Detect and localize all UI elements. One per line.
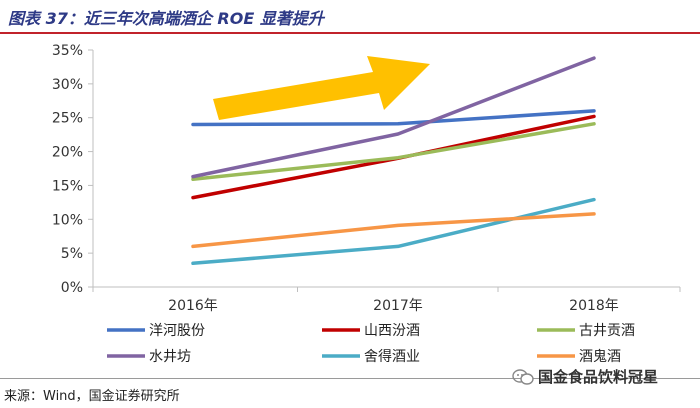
y-tick-label: 15% — [52, 178, 83, 194]
source-note: 来源：Wind，国金证券研究所 — [4, 389, 180, 404]
legend-label: 洋河股份 — [149, 323, 205, 339]
series-line — [191, 212, 596, 249]
x-tick-label: 2018年 — [569, 298, 619, 314]
y-tick-label: 25% — [52, 111, 83, 127]
watermark-text: 国金食品饮料冠星 — [538, 368, 659, 386]
watermark: 国金食品饮料冠星 — [512, 366, 658, 387]
series-line — [191, 109, 596, 127]
x-tick-label: 2017年 — [373, 298, 423, 314]
y-tick-label: 20% — [52, 145, 83, 161]
wechat-icon — [512, 368, 534, 385]
series-line — [191, 56, 596, 179]
series-lines — [191, 56, 596, 266]
y-tick-label: 0% — [61, 280, 83, 296]
y-axis: 0% 5% 10% 15% 20% 25% 30% 35% — [52, 43, 94, 296]
x-axis: 2016年 2017年 2018年 — [92, 286, 681, 314]
y-tick-label: 5% — [61, 246, 83, 262]
y-tick-label: 30% — [52, 77, 83, 93]
trend-arrow-shape — [213, 56, 430, 120]
y-tick-label: 10% — [52, 212, 83, 228]
x-tick-label: 2016年 — [168, 298, 218, 314]
legend-label: 酒鬼酒 — [579, 349, 621, 365]
line-chart: 0% 5% 10% 15% 20% 25% 30% 35% 2016年 2017年 2018年 洋… — [52, 43, 681, 365]
footer-divider — [0, 378, 700, 379]
legend-label: 舍得酒业 — [364, 348, 420, 365]
figure-title: 图表 37：近三年次高端酒企 ROE 显著提升 — [8, 9, 324, 28]
trend-arrow — [213, 56, 430, 120]
legend-label: 水井坊 — [149, 349, 191, 365]
series-line — [191, 197, 596, 266]
legend-label: 古井贡酒 — [579, 323, 635, 339]
y-tick-label: 35% — [52, 43, 83, 59]
series-line — [191, 122, 596, 182]
legend-label: 山西汾酒 — [364, 323, 420, 339]
title-divider — [0, 32, 700, 34]
